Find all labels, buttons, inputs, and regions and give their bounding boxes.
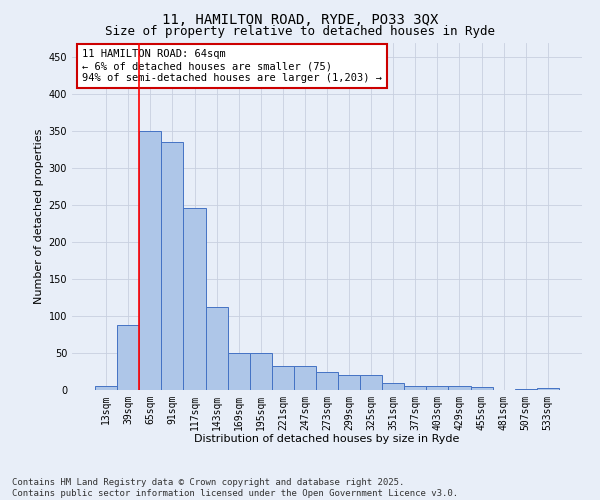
Bar bbox=[537, 388, 559, 390]
Bar bbox=[95, 386, 117, 390]
Bar bbox=[316, 372, 338, 390]
Bar bbox=[117, 325, 139, 390]
Bar bbox=[139, 131, 161, 390]
Bar bbox=[338, 375, 360, 390]
Bar bbox=[427, 386, 448, 390]
Bar bbox=[184, 208, 206, 390]
Bar bbox=[404, 386, 427, 390]
Bar bbox=[206, 307, 227, 390]
Bar bbox=[470, 387, 493, 390]
Y-axis label: Number of detached properties: Number of detached properties bbox=[34, 128, 44, 304]
Bar bbox=[360, 375, 382, 390]
Bar bbox=[515, 388, 537, 390]
Text: 11 HAMILTON ROAD: 64sqm
← 6% of detached houses are smaller (75)
94% of semi-det: 11 HAMILTON ROAD: 64sqm ← 6% of detached… bbox=[82, 50, 382, 82]
Bar bbox=[272, 366, 294, 390]
Text: Contains HM Land Registry data © Crown copyright and database right 2025.
Contai: Contains HM Land Registry data © Crown c… bbox=[12, 478, 458, 498]
Bar bbox=[250, 353, 272, 390]
Bar bbox=[382, 382, 404, 390]
X-axis label: Distribution of detached houses by size in Ryde: Distribution of detached houses by size … bbox=[194, 434, 460, 444]
Bar bbox=[448, 386, 470, 390]
Bar bbox=[227, 353, 250, 390]
Text: Size of property relative to detached houses in Ryde: Size of property relative to detached ho… bbox=[105, 25, 495, 38]
Text: 11, HAMILTON ROAD, RYDE, PO33 3QX: 11, HAMILTON ROAD, RYDE, PO33 3QX bbox=[162, 12, 438, 26]
Bar bbox=[294, 366, 316, 390]
Bar bbox=[161, 142, 184, 390]
